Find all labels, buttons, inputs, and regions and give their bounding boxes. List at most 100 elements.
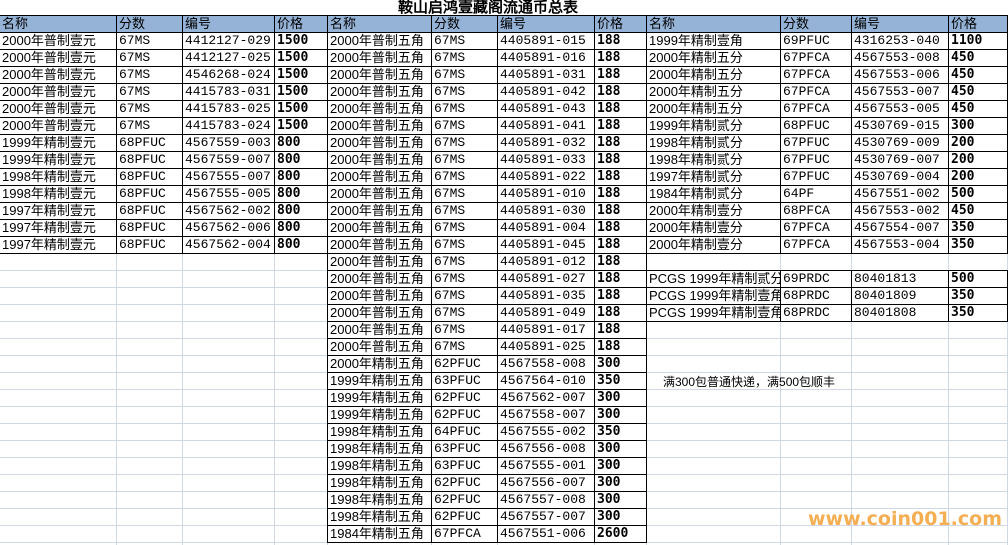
cell-cert[interactable]: 4567553-008 [851,49,949,67]
cell-cert[interactable]: 4412127-029 [182,32,275,50]
pcgs-cell-price[interactable]: 350 [948,304,1008,322]
cell-cert[interactable]: 4567555-001 [497,457,595,475]
cell-grade[interactable]: 67MS [431,185,498,203]
header-price[interactable]: 价格 [948,15,1008,33]
cell-name[interactable]: 2000年普制五角 [327,32,432,50]
cell-name[interactable]: 2000年普制壹元 [0,117,117,135]
cell-price[interactable]: 350 [948,219,1008,237]
cell-price[interactable]: 350 [594,372,647,390]
cell-name[interactable]: 2000年普制五角 [327,321,432,339]
cell-grade[interactable]: 67MS [116,49,183,67]
cell-price[interactable]: 188 [594,134,647,152]
grid-cell[interactable] [647,543,781,545]
cell-grade[interactable]: 67MS [116,100,183,118]
cell-cert[interactable]: 4530769-007 [851,151,949,169]
cell-cert[interactable]: 4405891-017 [497,321,595,339]
grid-cell[interactable] [183,492,275,509]
grid-cell[interactable] [781,458,852,475]
cell-grade[interactable]: 67PFCA [780,83,852,101]
grid-cell[interactable] [949,492,1008,509]
cell-grade[interactable]: 67MS [116,32,183,50]
grid-cell[interactable] [117,543,183,545]
grid-cell[interactable] [117,373,183,390]
cell-name[interactable]: 2000年普制壹元 [0,100,117,118]
cell-name[interactable]: 2000年普制五角 [327,83,432,101]
cell-grade[interactable]: 67MS [431,321,498,339]
grid-cell[interactable] [183,543,275,545]
cell-name[interactable]: 2000年普制五角 [327,100,432,118]
grid-cell[interactable] [647,424,781,441]
grid-cell[interactable] [647,339,781,356]
grid-cell[interactable] [183,339,275,356]
grid-cell[interactable] [781,339,852,356]
cell-cert[interactable]: 4405891-049 [497,304,595,322]
cell-name[interactable]: 2000年精制五分 [646,66,781,84]
cell-name[interactable]: 2000年普制五角 [327,270,432,288]
cell-cert[interactable]: 4567553-005 [851,100,949,118]
cell-cert[interactable]: 4405891-025 [497,338,595,356]
header-cert[interactable]: 编号 [851,15,949,33]
grid-cell[interactable] [183,441,275,458]
cell-price[interactable]: 200 [948,168,1008,186]
cell-price[interactable]: 188 [594,202,647,220]
cell-cert[interactable]: 4567551-002 [851,185,949,203]
cell-name[interactable]: 1998年精制五角 [327,423,432,441]
grid-cell[interactable] [275,305,328,322]
grid-cell[interactable] [0,492,117,509]
grid-cell[interactable] [781,322,852,339]
cell-cert[interactable]: 4567555-007 [182,168,275,186]
grid-cell[interactable] [949,441,1008,458]
cell-cert[interactable]: 4567562-004 [182,236,275,254]
cell-name[interactable]: 2000年精制壹分 [646,236,781,254]
cell-price[interactable]: 188 [594,219,647,237]
cell-grade[interactable]: 67MS [431,338,498,356]
grid-cell[interactable] [647,254,781,271]
cell-cert[interactable]: 4567553-006 [851,66,949,84]
cell-grade[interactable]: 67MS [431,151,498,169]
cell-price[interactable]: 300 [594,389,647,407]
grid-cell[interactable] [949,424,1008,441]
cell-cert[interactable]: 4567562-002 [182,202,275,220]
cell-cert[interactable]: 4530769-004 [851,168,949,186]
grid-cell[interactable] [275,390,328,407]
cell-price[interactable]: 500 [948,185,1008,203]
cell-price[interactable]: 1500 [274,32,328,50]
grid-cell[interactable] [852,390,949,407]
cell-price[interactable]: 200 [948,134,1008,152]
grid-cell[interactable] [275,271,328,288]
cell-price[interactable]: 300 [594,406,647,424]
pcgs-cell-price[interactable]: 350 [948,287,1008,305]
grid-cell[interactable] [117,424,183,441]
grid-cell[interactable] [117,475,183,492]
cell-cert[interactable]: 4405891-032 [497,134,595,152]
pcgs-cell-name[interactable]: PCGS 1999年精制贰分 [646,270,781,288]
cell-price[interactable]: 188 [594,83,647,101]
pcgs-cell-grade[interactable]: 68PRDC [780,304,852,322]
cell-grade[interactable]: 67MS [431,117,498,135]
cell-price[interactable]: 188 [594,304,647,322]
cell-name[interactable]: 2000年普制五角 [327,66,432,84]
grid-cell[interactable] [183,390,275,407]
header-price[interactable]: 价格 [594,15,647,33]
cell-name[interactable]: 1998年精制五角 [327,474,432,492]
cell-price[interactable]: 188 [594,117,647,135]
cell-name[interactable]: 2000年普制五角 [327,134,432,152]
cell-name[interactable]: 1998年精制壹元 [0,168,117,186]
cell-cert[interactable]: 4567553-002 [851,202,949,220]
cell-price[interactable]: 1500 [274,117,328,135]
cell-cert[interactable]: 4405891-035 [497,287,595,305]
header-name[interactable]: 名称 [327,15,432,33]
cell-grade[interactable]: 63PFUC [431,457,498,475]
grid-cell[interactable] [0,322,117,339]
grid-cell[interactable] [949,390,1008,407]
cell-cert[interactable]: 4567557-008 [497,491,595,509]
grid-cell[interactable] [275,492,328,509]
grid-cell[interactable] [647,390,781,407]
pcgs-cell-price[interactable]: 500 [948,270,1008,288]
grid-cell[interactable] [0,424,117,441]
cell-name[interactable]: 2000年普制五角 [327,117,432,135]
cell-name[interactable]: 2000年精制五分 [646,49,781,67]
pcgs-cell-cert[interactable]: 80401808 [851,304,949,322]
cell-grade[interactable]: 68PFUC [780,117,852,135]
